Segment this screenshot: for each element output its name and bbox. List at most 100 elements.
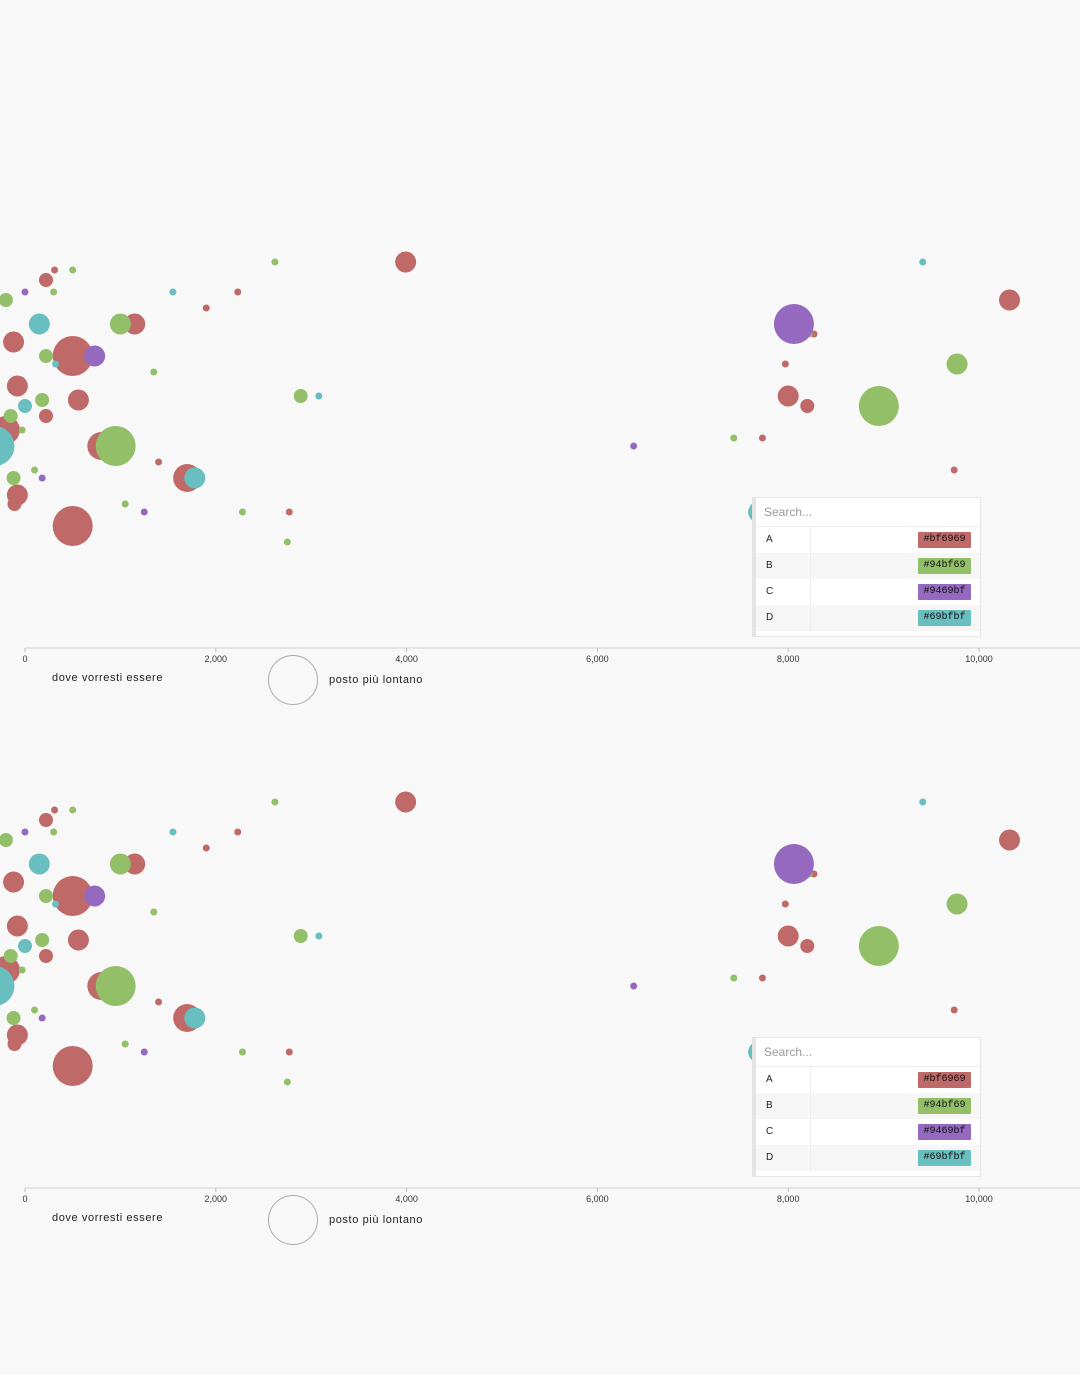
bubble-a[interactable] — [800, 939, 815, 953]
bubble-a[interactable] — [67, 389, 89, 411]
bubble-b[interactable] — [239, 508, 247, 516]
bubble-b[interactable] — [35, 393, 50, 407]
bubble-b[interactable] — [38, 889, 53, 903]
bubble-a[interactable] — [3, 871, 25, 893]
legend-row-a[interactable]: A #bf6969 — [756, 1067, 980, 1093]
bubble-b[interactable] — [121, 1040, 129, 1048]
bubble-d[interactable] — [28, 313, 50, 335]
bubble-a[interactable] — [6, 1024, 28, 1046]
bubble-a[interactable] — [758, 434, 766, 442]
bubble-d[interactable] — [919, 798, 927, 806]
bubble-a[interactable] — [38, 949, 53, 963]
bubble-b[interactable] — [150, 368, 158, 376]
bubble-d[interactable] — [184, 1007, 206, 1029]
bubble-a[interactable] — [950, 1006, 958, 1014]
bubble-b[interactable] — [150, 908, 158, 916]
bubble-a[interactable] — [6, 484, 28, 506]
bubble-a[interactable] — [38, 409, 53, 423]
bubble-a[interactable] — [202, 844, 210, 852]
bubble-a[interactable] — [950, 466, 958, 474]
legend-search-input[interactable]: Search... — [756, 1038, 980, 1067]
bubble-c[interactable] — [84, 885, 106, 907]
bubble-c[interactable] — [84, 345, 106, 367]
bubble-a[interactable] — [52, 876, 93, 916]
bubble-a[interactable] — [6, 375, 28, 397]
bubble-b[interactable] — [6, 471, 21, 485]
bubble-a[interactable] — [234, 288, 242, 296]
bubble-c[interactable] — [38, 474, 46, 482]
bubble-b[interactable] — [3, 949, 18, 963]
legend-row-d[interactable]: D #69bfbf — [756, 605, 980, 631]
bubble-b[interactable] — [858, 926, 899, 966]
bubble-d[interactable] — [184, 467, 206, 489]
bubble-b[interactable] — [18, 966, 26, 974]
bubble-d[interactable] — [0, 426, 15, 466]
bubble-a[interactable] — [6, 915, 28, 937]
bubble-b[interactable] — [18, 426, 26, 434]
bubble-d[interactable] — [169, 288, 177, 296]
bubble-a[interactable] — [285, 1048, 293, 1056]
bubble-c[interactable] — [140, 508, 148, 516]
bubble-b[interactable] — [109, 313, 131, 335]
bubble-b[interactable] — [730, 434, 738, 442]
legend-row-a[interactable]: A #bf6969 — [756, 527, 980, 553]
legend-row-c[interactable]: C #9469bf — [756, 1119, 980, 1145]
bubble-c[interactable] — [630, 442, 638, 450]
bubble-a[interactable] — [52, 506, 93, 546]
bubble-a[interactable] — [999, 289, 1021, 311]
bubble-c[interactable] — [773, 844, 814, 884]
bubble-a[interactable] — [38, 813, 53, 827]
bubble-c[interactable] — [21, 828, 29, 836]
bubble-a[interactable] — [781, 360, 789, 368]
bubble-d[interactable] — [52, 360, 60, 368]
bubble-d[interactable] — [315, 932, 323, 940]
bubble-b[interactable] — [858, 386, 899, 426]
bubble-a[interactable] — [800, 399, 815, 413]
legend-search-input[interactable]: Search... — [756, 498, 980, 527]
bubble-b[interactable] — [95, 966, 136, 1006]
bubble-b[interactable] — [109, 853, 131, 875]
bubble-b[interactable] — [271, 258, 279, 266]
bubble-b[interactable] — [69, 806, 77, 814]
bubble-d[interactable] — [28, 853, 50, 875]
bubble-a[interactable] — [67, 929, 89, 951]
bubble-c[interactable] — [773, 304, 814, 344]
bubble-c[interactable] — [140, 1048, 148, 1056]
bubble-b[interactable] — [946, 353, 968, 375]
bubble-b[interactable] — [6, 1011, 21, 1025]
bubble-b[interactable] — [3, 409, 18, 423]
bubble-a[interactable] — [52, 336, 93, 376]
legend-row-d[interactable]: D #69bfbf — [756, 1145, 980, 1171]
bubble-a[interactable] — [202, 304, 210, 312]
legend-row-b[interactable]: B #94bf69 — [756, 553, 980, 579]
bubble-d[interactable] — [169, 828, 177, 836]
bubble-c[interactable] — [38, 1014, 46, 1022]
bubble-a[interactable] — [395, 251, 417, 273]
bubble-b[interactable] — [31, 1006, 39, 1014]
bubble-b[interactable] — [271, 798, 279, 806]
bubble-a[interactable] — [234, 828, 242, 836]
bubble-b[interactable] — [31, 466, 39, 474]
bubble-a[interactable] — [64, 908, 72, 916]
bubble-b[interactable] — [730, 974, 738, 982]
legend-row-c[interactable]: C #9469bf — [756, 579, 980, 605]
bubble-b[interactable] — [121, 500, 129, 508]
bubble-b[interactable] — [35, 933, 50, 947]
bubble-c[interactable] — [21, 288, 29, 296]
bubble-b[interactable] — [239, 1048, 247, 1056]
bubble-a[interactable] — [155, 458, 163, 466]
bubble-a[interactable] — [777, 925, 799, 947]
bubble-a[interactable] — [64, 368, 72, 376]
bubble-a[interactable] — [38, 273, 53, 287]
bubble-a[interactable] — [155, 998, 163, 1006]
bubble-a[interactable] — [999, 829, 1021, 851]
bubble-a[interactable] — [51, 266, 59, 274]
bubble-b[interactable] — [283, 538, 291, 546]
bubble-b[interactable] — [283, 1078, 291, 1086]
bubble-b[interactable] — [50, 828, 58, 836]
bubble-d[interactable] — [18, 939, 32, 953]
bubble-a[interactable] — [285, 508, 293, 516]
bubble-d[interactable] — [0, 966, 15, 1006]
bubble-b[interactable] — [0, 293, 13, 307]
bubble-b[interactable] — [946, 893, 968, 915]
